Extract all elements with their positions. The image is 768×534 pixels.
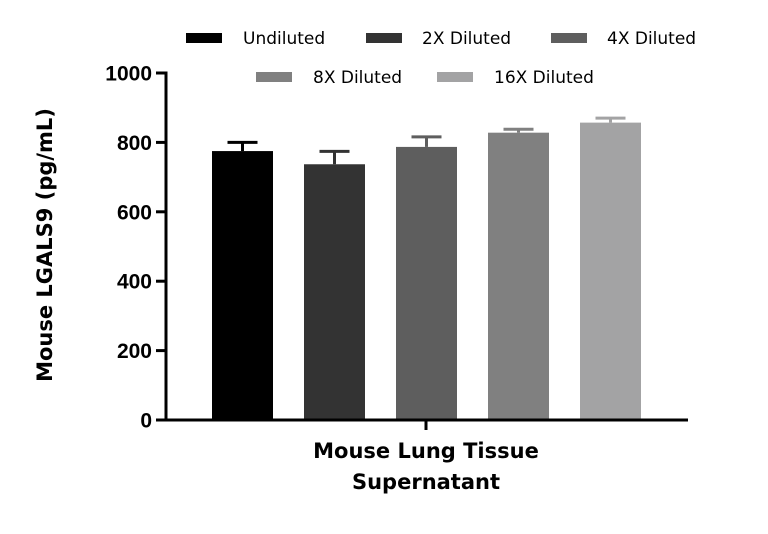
bar-2	[304, 164, 365, 420]
legend-label-3: 4X Diluted	[607, 29, 696, 49]
x-axis	[164, 418, 688, 430]
bar-3	[396, 146, 457, 420]
y-axis: 0 200 400 600 800 1000	[105, 63, 168, 433]
legend-swatch-1	[186, 33, 222, 43]
y-axis-title: Mouse LGALS9 (pg/mL)	[33, 108, 57, 382]
legend-swatch-2	[366, 33, 402, 43]
bar-5	[580, 122, 641, 420]
legend-label-1: Undiluted	[243, 29, 325, 49]
y-tick-label-5: 800	[117, 132, 152, 155]
legend-label-5: 16X Diluted	[494, 68, 594, 88]
legend-label-2: 2X Diluted	[422, 29, 511, 49]
legend-label-4: 8X Diluted	[313, 68, 402, 88]
y-tick-label-4: 600	[117, 201, 152, 224]
bars	[212, 122, 641, 420]
x-axis-title-line-1: Mouse Lung Tissue	[313, 439, 539, 463]
legend-swatch-5	[437, 72, 473, 82]
legend-swatch-3	[551, 33, 587, 43]
y-tick-label-2: 200	[117, 340, 152, 363]
x-axis-title-line-2: Supernatant	[352, 470, 500, 494]
bar-1	[212, 151, 273, 420]
y-tick-label-1: 0	[140, 410, 152, 433]
error-bars	[227, 116, 626, 165]
y-tick-label-3: 400	[117, 271, 152, 294]
legend: Undiluted 2X Diluted 4X Diluted 8X Diluted 1…	[186, 29, 696, 88]
y-tick-label-6: 1000	[105, 63, 152, 86]
bar-4	[488, 132, 549, 420]
legend-swatch-4	[256, 72, 292, 82]
